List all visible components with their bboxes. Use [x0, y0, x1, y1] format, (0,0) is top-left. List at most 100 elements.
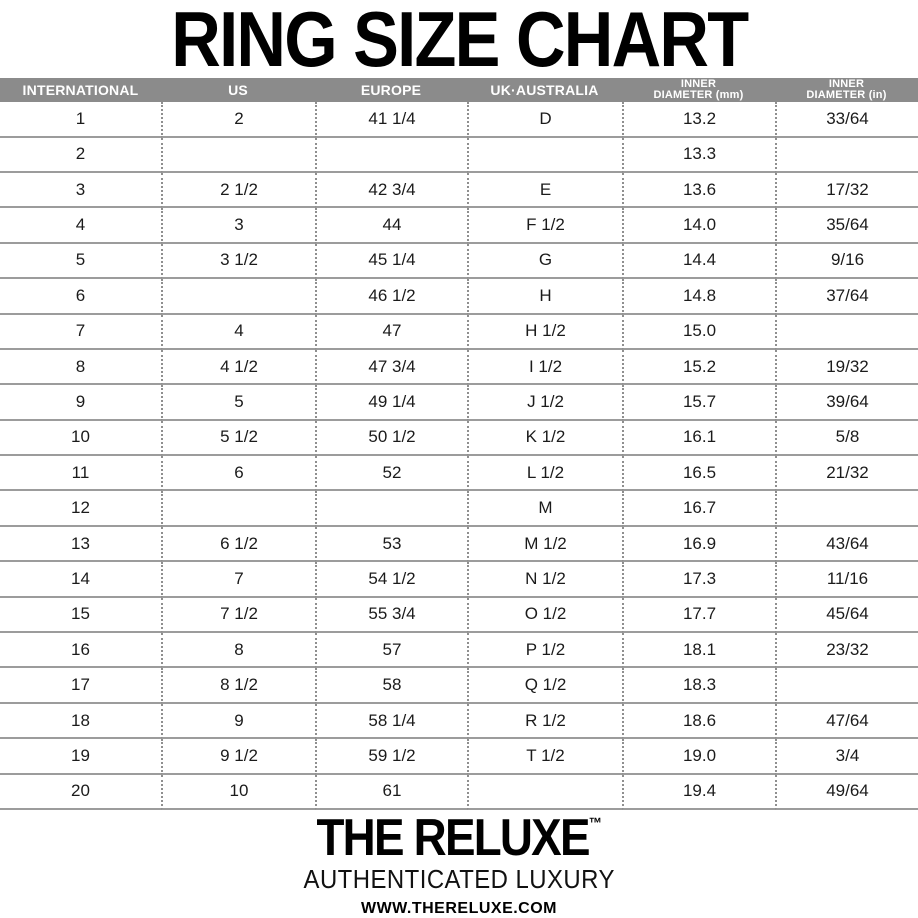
- table-cell: 16.7: [622, 491, 775, 527]
- table-cell: M 1/2: [467, 526, 622, 563]
- table-cell: 13.2: [622, 102, 775, 138]
- table-cell: 58: [315, 668, 467, 704]
- table-cell: 11: [0, 456, 161, 492]
- table-cell: 15: [0, 598, 161, 634]
- table-cell: 9/16: [775, 243, 918, 280]
- table-cell: 19: [0, 739, 161, 775]
- table-cell: O 1/2: [467, 597, 622, 634]
- table-cell: 10: [0, 421, 161, 457]
- table-cell: 14.4: [622, 243, 775, 280]
- table-cell: 14: [0, 562, 161, 598]
- table-cell: G: [467, 243, 622, 280]
- table-cell: 17: [0, 668, 161, 704]
- table-cell: 47: [315, 314, 467, 350]
- table-cell: 3: [0, 173, 161, 209]
- table-cell: 5/8: [775, 420, 918, 457]
- table-cell: 45 1/4: [315, 243, 467, 280]
- table-cell: 41 1/4: [315, 102, 467, 138]
- table-cell: 15.2: [622, 349, 775, 386]
- table-cell: 57: [315, 633, 467, 669]
- table-cell: 11/16: [775, 562, 918, 598]
- table-cell: [161, 279, 315, 315]
- table-cell: 61: [315, 774, 467, 810]
- table-cell: 7: [161, 562, 315, 598]
- table-cell: [315, 491, 467, 527]
- table-cell: 5: [0, 244, 161, 280]
- table-cell: D: [467, 102, 622, 138]
- table-cell: P 1/2: [467, 633, 622, 669]
- table-cell: 54 1/2: [315, 562, 467, 598]
- table-cell: 12: [0, 491, 161, 527]
- table-cell: 8 1/2: [161, 668, 315, 704]
- table-cell: 15.7: [622, 385, 775, 421]
- table-cell: 18.6: [622, 703, 775, 740]
- table-cell: 13.3: [622, 137, 775, 173]
- table-cell: 6: [161, 456, 315, 492]
- table-cell: 5: [161, 385, 315, 421]
- table-cell: 4 1/2: [161, 349, 315, 386]
- table-cell: 5 1/2: [161, 420, 315, 457]
- table-cell: 3/4: [775, 739, 918, 775]
- brand-tagline: AUTHENTICATED LUXURY: [303, 864, 615, 894]
- table-cell: R 1/2: [467, 703, 622, 740]
- table-cell: 47 3/4: [315, 349, 467, 386]
- table-cell: L 1/2: [467, 456, 622, 492]
- column-header-inner-diameter-in: INNER DIAMETER (in): [806, 77, 887, 102]
- website-url: WWW.THERELUXE.COM: [360, 900, 558, 917]
- table-cell: 53: [315, 526, 467, 563]
- table-cell: 37/64: [775, 279, 918, 315]
- table-cell: 19.4: [622, 774, 775, 810]
- table-cell: 55 3/4: [315, 597, 467, 634]
- table-cell: 20: [0, 775, 161, 810]
- table-cell: 7 1/2: [161, 597, 315, 634]
- table-cell: 19.0: [622, 739, 775, 775]
- table-cell: [467, 774, 622, 810]
- table-cell: 47/64: [775, 703, 918, 740]
- table-cell: H: [467, 279, 622, 315]
- column-header-uk-australia: UK·AUSTRALIA: [490, 81, 599, 98]
- table-cell: 2: [0, 138, 161, 173]
- table-cell: I 1/2: [467, 349, 622, 386]
- table-cell: 8: [0, 350, 161, 386]
- table-cell: 6: [0, 279, 161, 315]
- table-cell: 18.3: [622, 668, 775, 704]
- table-cell: 13: [0, 527, 161, 563]
- table-cell: T 1/2: [467, 739, 622, 775]
- table-cell: 18.1: [622, 633, 775, 669]
- page-title: RING SIZE CHART: [170, 0, 749, 83]
- table-cell: 49 1/4: [315, 385, 467, 421]
- table-cell: 2 1/2: [161, 172, 315, 209]
- footer: THE RELUXE ™ AUTHENTICATED LUXURY WWW.THE…: [0, 810, 918, 918]
- table-header: INTERNATIONAL US EUROPE UK·AUSTRALIA INN…: [0, 77, 918, 103]
- table-cell: 15.0: [622, 314, 775, 350]
- table-cell: 9: [0, 385, 161, 421]
- table-cell: 9 1/2: [161, 739, 315, 775]
- table-cell: 23/32: [775, 633, 918, 669]
- table-cell: [161, 491, 315, 527]
- table-cell: [775, 314, 918, 350]
- table-cell: 17.7: [622, 597, 775, 634]
- table-cell: 9: [161, 703, 315, 740]
- table-cell: 17/32: [775, 172, 918, 209]
- title-area: RING SIZE CHART: [0, 0, 918, 78]
- table-cell: 1: [0, 102, 161, 138]
- table-cell: 4: [0, 208, 161, 244]
- brand-logo: THE RELUXE ™: [316, 812, 601, 864]
- brand-name: THE RELUXE: [316, 809, 590, 867]
- table-cell: 19/32: [775, 349, 918, 386]
- table-cell: 35/64: [775, 208, 918, 244]
- table-cell: 10: [161, 774, 315, 810]
- table-cell: N 1/2: [467, 562, 622, 598]
- table-cell: 3 1/2: [161, 243, 315, 280]
- table-cell: Q 1/2: [467, 668, 622, 704]
- table-cell: 49/64: [775, 774, 918, 810]
- table-cell: 8: [161, 633, 315, 669]
- table-cell: [775, 668, 918, 704]
- table-cell: 14.8: [622, 279, 775, 315]
- table-cell: 16: [0, 633, 161, 669]
- table-cell: M: [467, 491, 622, 527]
- table-cell: [775, 491, 918, 527]
- table-cell: H 1/2: [467, 314, 622, 350]
- table-cell: K 1/2: [467, 420, 622, 457]
